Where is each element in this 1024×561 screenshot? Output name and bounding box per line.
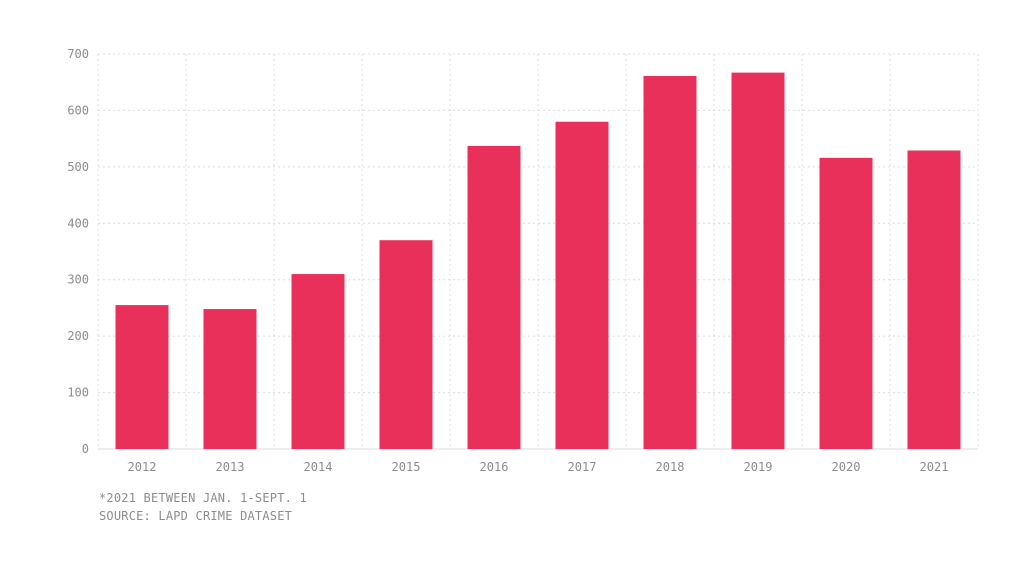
y-tick-label-200: 200 — [67, 329, 89, 343]
y-tick-label-300: 300 — [67, 273, 89, 287]
x-tick-label-2016: 2016 — [480, 460, 509, 474]
x-tick-label-2021: 2021 — [920, 460, 949, 474]
bar-2020 — [819, 157, 873, 450]
bar-2017 — [555, 121, 609, 449]
footnote-2021-range: *2021 BETWEEN JAN. 1-SEPT. 1 — [99, 491, 307, 505]
bar-2012 — [115, 305, 169, 449]
y-tick-label-0: 0 — [82, 442, 89, 456]
bar-2014 — [291, 274, 345, 449]
x-tick-label-2018: 2018 — [656, 460, 685, 474]
bar-2018 — [643, 76, 697, 449]
y-tick-label-700: 700 — [67, 47, 89, 61]
bar-2016 — [467, 145, 521, 449]
y-tick-label-100: 100 — [67, 386, 89, 400]
x-tick-label-2014: 2014 — [304, 460, 333, 474]
y-tick-label-400: 400 — [67, 216, 89, 230]
x-tick-label-2019: 2019 — [744, 460, 773, 474]
bar-2013 — [203, 309, 257, 449]
x-tick-label-2013: 2013 — [216, 460, 245, 474]
y-tick-label-600: 600 — [67, 103, 89, 117]
x-tick-label-2020: 2020 — [832, 460, 861, 474]
bar-2015 — [379, 240, 433, 449]
bar-2019 — [731, 72, 785, 449]
bar-2021 — [907, 150, 961, 449]
x-tick-label-2015: 2015 — [392, 460, 421, 474]
footnote-source: SOURCE: LAPD CRIME DATASET — [99, 509, 293, 523]
x-tick-label-2012: 2012 — [128, 460, 157, 474]
x-tick-label-2017: 2017 — [568, 460, 597, 474]
y-tick-label-500: 500 — [67, 160, 89, 174]
